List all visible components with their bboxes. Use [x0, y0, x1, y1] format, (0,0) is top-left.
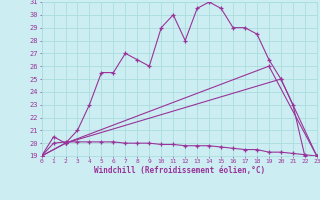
X-axis label: Windchill (Refroidissement éolien,°C): Windchill (Refroidissement éolien,°C): [94, 166, 265, 175]
